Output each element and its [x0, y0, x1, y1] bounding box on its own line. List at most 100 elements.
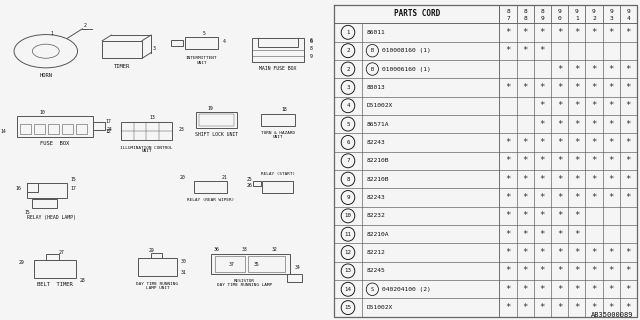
Text: S: S [371, 287, 374, 292]
Text: *: * [574, 303, 579, 312]
Text: *: * [506, 138, 511, 147]
Text: 6: 6 [310, 39, 312, 44]
Text: MAIN FUSE BOX: MAIN FUSE BOX [259, 66, 296, 71]
Text: RELAY (START): RELAY (START) [260, 172, 295, 176]
Text: 82210B: 82210B [367, 177, 389, 182]
Text: 13: 13 [344, 268, 351, 273]
Text: *: * [574, 138, 579, 147]
Text: *: * [626, 156, 631, 165]
Text: *: * [506, 303, 511, 312]
Bar [17, 116, 93, 137]
Text: *: * [574, 285, 579, 294]
Text: DAY TIME RUNNING: DAY TIME RUNNING [136, 282, 179, 286]
Text: *: * [591, 101, 596, 110]
Text: 86011: 86011 [367, 30, 385, 35]
Text: 24: 24 [107, 127, 113, 132]
Text: INTERMITTENT: INTERMITTENT [186, 56, 217, 60]
Text: BELT  TIMER: BELT TIMER [37, 282, 73, 287]
Text: 13: 13 [150, 115, 156, 120]
Bar [34, 124, 45, 134]
Text: 34: 34 [294, 265, 300, 270]
Text: *: * [609, 101, 614, 110]
Text: D51002X: D51002X [367, 305, 393, 310]
Text: *: * [506, 211, 511, 220]
Text: 7: 7 [346, 158, 349, 163]
Text: 8: 8 [541, 9, 544, 14]
Bar [262, 181, 293, 193]
Text: *: * [540, 248, 545, 257]
Text: 010006160 (1): 010006160 (1) [381, 67, 431, 72]
Text: *: * [626, 303, 631, 312]
Text: TIMER: TIMER [114, 64, 130, 69]
Text: *: * [574, 101, 579, 110]
Text: *: * [574, 267, 579, 276]
Text: RELAY (REAR WIPER): RELAY (REAR WIPER) [187, 198, 234, 202]
Text: 82232: 82232 [367, 213, 385, 218]
Text: *: * [522, 175, 528, 184]
Text: *: * [609, 120, 614, 129]
Text: *: * [522, 303, 528, 312]
Text: RESISTOR: RESISTOR [234, 279, 255, 284]
Text: 3: 3 [609, 15, 613, 20]
Bar [46, 253, 60, 260]
Bar [194, 181, 227, 193]
Text: *: * [557, 101, 563, 110]
Text: 8: 8 [524, 9, 527, 14]
Text: *: * [557, 120, 563, 129]
Text: UNIT: UNIT [141, 149, 152, 153]
Text: 17: 17 [106, 119, 111, 124]
Text: 14: 14 [344, 287, 351, 292]
Text: *: * [574, 193, 579, 202]
Text: *: * [591, 138, 596, 147]
Text: *: * [626, 138, 631, 147]
Text: D51002X: D51002X [367, 103, 393, 108]
Text: 4: 4 [627, 15, 630, 20]
Text: 82243: 82243 [367, 195, 385, 200]
Text: *: * [591, 83, 596, 92]
Text: 15: 15 [70, 177, 76, 182]
Text: TURN & HAZARD: TURN & HAZARD [260, 132, 295, 135]
Text: *: * [609, 83, 614, 92]
Text: *: * [506, 267, 511, 276]
Bar [76, 124, 87, 134]
Text: 31: 31 [180, 270, 186, 276]
Bar [261, 114, 294, 126]
Text: *: * [591, 285, 596, 294]
Text: *: * [540, 156, 545, 165]
Text: *: * [626, 28, 631, 37]
Text: *: * [540, 303, 545, 312]
Text: 14: 14 [1, 129, 6, 134]
Text: *: * [626, 120, 631, 129]
Text: B: B [371, 67, 374, 72]
Text: *: * [626, 193, 631, 202]
Text: 10: 10 [344, 213, 351, 218]
Text: *: * [609, 303, 614, 312]
Text: 28: 28 [79, 278, 85, 283]
Text: *: * [574, 211, 579, 220]
Text: HORN: HORN [39, 73, 52, 78]
Text: 88013: 88013 [367, 85, 385, 90]
Text: *: * [522, 285, 528, 294]
Bar [184, 37, 218, 49]
Text: PARTS CORD: PARTS CORD [394, 10, 440, 19]
Bar [33, 260, 76, 277]
Text: *: * [506, 83, 511, 92]
Text: *: * [591, 175, 596, 184]
Text: *: * [540, 230, 545, 239]
Text: ILLUMINATION CONTROL: ILLUMINATION CONTROL [120, 146, 173, 149]
Text: 2: 2 [592, 15, 596, 20]
Text: 1: 1 [346, 30, 349, 35]
Text: 1: 1 [51, 31, 53, 36]
Bar [102, 41, 142, 58]
Text: 4: 4 [223, 39, 226, 44]
Text: 30: 30 [180, 259, 186, 264]
Text: 8: 8 [310, 45, 312, 51]
Text: FUSE  BOX: FUSE BOX [40, 141, 70, 146]
Text: UNIT: UNIT [273, 135, 283, 139]
Text: *: * [557, 211, 563, 220]
Text: 2: 2 [346, 67, 349, 72]
Text: *: * [557, 248, 563, 257]
Text: 10: 10 [40, 110, 45, 115]
Text: 36: 36 [214, 247, 220, 252]
Text: *: * [557, 193, 563, 202]
